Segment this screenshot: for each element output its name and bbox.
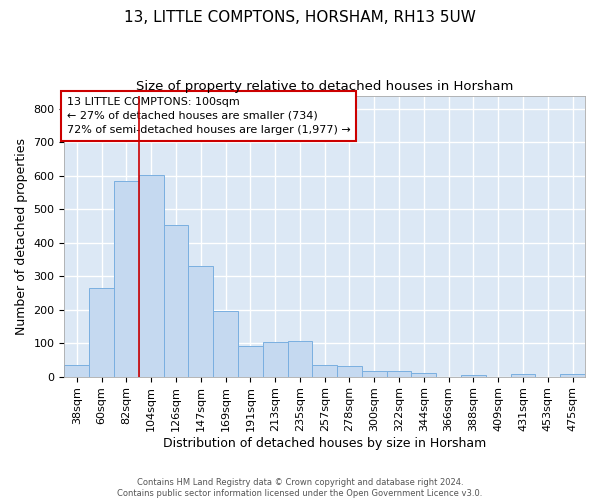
- Bar: [188, 266, 213, 376]
- Bar: [287, 342, 313, 376]
- Bar: [313, 365, 337, 376]
- Bar: [64, 365, 89, 376]
- Y-axis label: Number of detached properties: Number of detached properties: [15, 138, 28, 334]
- Bar: [511, 374, 535, 376]
- Bar: [560, 374, 585, 376]
- Text: Contains HM Land Registry data © Crown copyright and database right 2024.
Contai: Contains HM Land Registry data © Crown c…: [118, 478, 482, 498]
- Text: 13, LITTLE COMPTONS, HORSHAM, RH13 5UW: 13, LITTLE COMPTONS, HORSHAM, RH13 5UW: [124, 10, 476, 25]
- Bar: [164, 225, 188, 376]
- X-axis label: Distribution of detached houses by size in Horsham: Distribution of detached houses by size …: [163, 437, 487, 450]
- Bar: [263, 342, 287, 376]
- Bar: [386, 371, 412, 376]
- Bar: [139, 175, 164, 376]
- Bar: [213, 312, 238, 376]
- Text: 13 LITTLE COMPTONS: 100sqm
← 27% of detached houses are smaller (734)
72% of sem: 13 LITTLE COMPTONS: 100sqm ← 27% of deta…: [67, 97, 351, 135]
- Bar: [412, 372, 436, 376]
- Bar: [337, 366, 362, 376]
- Bar: [114, 181, 139, 376]
- Bar: [89, 288, 114, 376]
- Title: Size of property relative to detached houses in Horsham: Size of property relative to detached ho…: [136, 80, 514, 93]
- Bar: [461, 374, 486, 376]
- Bar: [238, 346, 263, 376]
- Bar: [362, 370, 386, 376]
